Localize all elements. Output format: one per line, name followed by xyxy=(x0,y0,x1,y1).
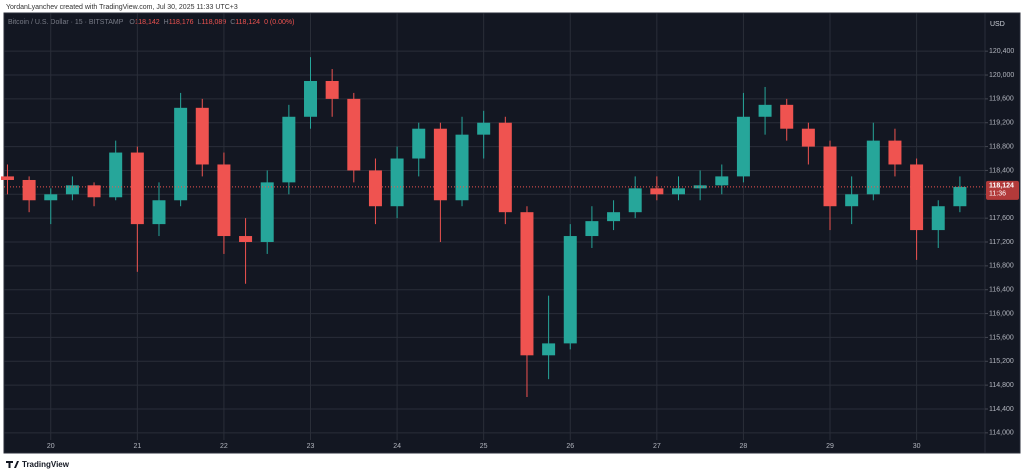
candle-body xyxy=(368,170,382,207)
x-tick-label: 20 xyxy=(47,443,55,450)
y-tick-label: 118,400 xyxy=(989,167,1014,174)
candle-body xyxy=(801,128,815,147)
y-tick-label: 116,400 xyxy=(989,287,1014,294)
candle-body xyxy=(22,179,36,201)
candle-body xyxy=(780,104,794,129)
candle-body xyxy=(239,236,253,243)
legend-key: H xyxy=(164,19,169,26)
candle-body xyxy=(715,176,729,186)
currency: USD xyxy=(990,21,1005,28)
candle-body xyxy=(477,122,491,135)
candle-body xyxy=(152,200,166,225)
header: YordanLyanchev created with TradingView.… xyxy=(6,4,238,11)
x-tick-label: 21 xyxy=(133,443,141,450)
candle-body xyxy=(758,104,772,117)
candle-body xyxy=(931,206,945,231)
candle-body xyxy=(585,221,599,237)
candle-body xyxy=(455,134,469,201)
candles xyxy=(0,57,967,398)
y-tick-label: 116,000 xyxy=(989,310,1014,317)
candle-body xyxy=(736,116,750,177)
legend-value: 118,089 xyxy=(201,19,226,26)
x-tick-label: 22 xyxy=(220,443,228,450)
candle-body xyxy=(44,194,58,201)
candle-body xyxy=(671,188,685,195)
y-tick-label: 118,800 xyxy=(989,143,1014,150)
candle-body xyxy=(282,116,296,183)
legend-value: 118,142 xyxy=(135,19,160,26)
y-tick-label: 120,000 xyxy=(989,72,1014,79)
candle-body xyxy=(607,212,621,222)
candle-body xyxy=(888,140,902,165)
y-tick-label: 117,600 xyxy=(989,215,1014,222)
legend-key: L xyxy=(198,19,202,26)
legend-value: 118,124 xyxy=(235,19,260,26)
y-tick-label: 119,200 xyxy=(989,120,1014,127)
last-price-label: 118,124 xyxy=(989,183,1014,190)
legend-value: 118,176 xyxy=(169,19,194,26)
candle-body xyxy=(0,176,14,180)
chart-background xyxy=(3,12,1021,454)
y-tick-label: 119,600 xyxy=(989,96,1014,103)
last-price-badge xyxy=(986,180,1019,200)
x-tick-label: 28 xyxy=(740,443,748,450)
candle-body xyxy=(130,152,144,225)
x-tick-label: 24 xyxy=(393,443,401,450)
y-tick-label: 114,800 xyxy=(989,382,1014,389)
candle-body xyxy=(217,164,231,237)
candle-body xyxy=(433,128,447,201)
footer: TradingView xyxy=(22,460,70,469)
candle-body xyxy=(195,107,209,165)
x-tick-label: 27 xyxy=(653,443,661,450)
candle-body xyxy=(347,98,361,171)
candle-body xyxy=(498,122,512,213)
symbol: Bitcoin / U.S. Dollar · 15 · BITSTAMP xyxy=(8,19,124,26)
y-tick-label: 114,000 xyxy=(989,430,1014,437)
candle-body xyxy=(866,140,880,195)
candle-body xyxy=(563,236,577,344)
x-tick-label: 29 xyxy=(826,443,834,450)
x-tick-label: 25 xyxy=(480,443,488,450)
y-tick-label: 117,200 xyxy=(989,239,1014,246)
y-tick-label: 114,400 xyxy=(989,406,1014,413)
legend-key: O xyxy=(129,19,135,26)
candle-body xyxy=(390,158,404,207)
candle-body xyxy=(412,128,426,159)
y-tick-label: 115,200 xyxy=(989,358,1014,365)
x-tick-label: 23 xyxy=(307,443,315,450)
candle-body xyxy=(953,186,967,207)
countdown: 11:36 xyxy=(989,191,1006,198)
legend-change: 0 (0.00%) xyxy=(264,19,294,26)
candle-body xyxy=(542,343,556,356)
candle-body xyxy=(650,188,664,195)
legend: Bitcoin / U.S. Dollar · 15 · BITSTAMP O11… xyxy=(8,19,294,26)
candle-body xyxy=(823,146,837,207)
candle-body xyxy=(304,80,318,117)
candle-body xyxy=(845,194,859,207)
legend-key: C xyxy=(230,19,235,26)
candle-body xyxy=(260,182,274,243)
y-tick-label: 116,800 xyxy=(989,263,1014,270)
y-tick-label: 120,400 xyxy=(989,48,1014,55)
candle-body xyxy=(325,80,339,99)
x-tick-label: 30 xyxy=(913,443,921,450)
candle-body xyxy=(109,152,123,198)
candle-body xyxy=(87,185,101,198)
footer-logo: TradingView xyxy=(6,460,70,469)
candle-body xyxy=(174,107,188,201)
candle-body xyxy=(628,188,642,213)
y-tick-label: 115,600 xyxy=(989,334,1014,341)
candle-body xyxy=(520,212,534,356)
candle-body xyxy=(910,164,924,231)
candle-body xyxy=(65,185,79,195)
x-tick-label: 26 xyxy=(566,443,574,450)
